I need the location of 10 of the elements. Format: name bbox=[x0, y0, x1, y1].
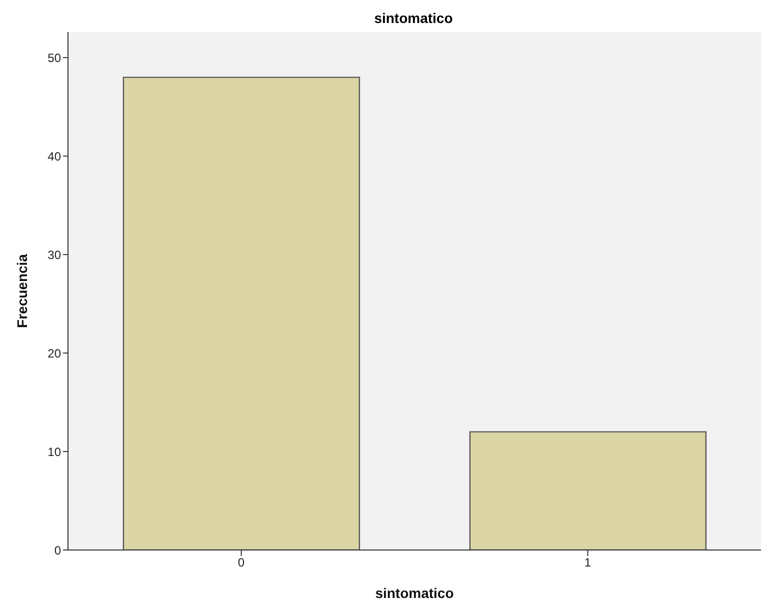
chart-title: sintomatico bbox=[373, 9, 454, 28]
y-tick-label: 10 bbox=[48, 444, 62, 459]
y-tick-label: 40 bbox=[48, 149, 62, 164]
y-tick-label: 0 bbox=[54, 543, 62, 558]
x-tick-label: 1 bbox=[584, 556, 592, 570]
y-tick-label: 50 bbox=[48, 50, 62, 65]
x-axis-title: sintomatico bbox=[375, 585, 454, 601]
y-axis-title: Frecuencia bbox=[14, 254, 30, 328]
y-tick-label: 30 bbox=[48, 248, 62, 262]
y-tick-label: 20 bbox=[48, 346, 62, 360]
